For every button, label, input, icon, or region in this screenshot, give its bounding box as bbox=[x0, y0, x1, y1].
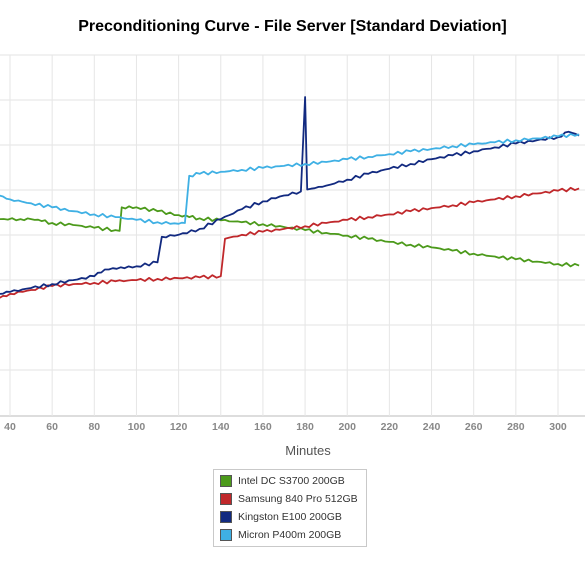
x-tick-label: 180 bbox=[296, 421, 314, 433]
x-tick-label: 40 bbox=[4, 421, 16, 433]
x-tick-label: 80 bbox=[88, 421, 100, 433]
legend-swatch bbox=[220, 511, 232, 523]
x-tick-label: 240 bbox=[423, 421, 441, 433]
series-lines bbox=[0, 96, 580, 299]
legend-swatch bbox=[220, 529, 232, 541]
x-axis-label: Minutes bbox=[285, 443, 331, 458]
legend-item: Intel DC S3700 200GB bbox=[214, 472, 366, 490]
legend-item: Kingston E100 200GB bbox=[214, 508, 366, 526]
x-tick-label: 60 bbox=[46, 421, 58, 433]
legend-label: Micron P400m 200GB bbox=[238, 529, 342, 541]
grid-lines bbox=[0, 54, 585, 417]
legend-label: Samsung 840 Pro 512GB bbox=[238, 493, 358, 505]
x-tick-label: 120 bbox=[170, 421, 188, 433]
series-line-0 bbox=[0, 205, 580, 268]
series-line-1 bbox=[0, 186, 580, 299]
legend-label: Intel DC S3700 200GB bbox=[238, 475, 345, 487]
series-line-3 bbox=[0, 132, 580, 225]
legend-label: Kingston E100 200GB bbox=[238, 511, 342, 523]
legend-swatch bbox=[220, 493, 232, 505]
legend: Intel DC S3700 200GB Samsung 840 Pro 512G… bbox=[213, 469, 367, 547]
x-tick-label: 140 bbox=[212, 421, 230, 433]
x-tick-label: 220 bbox=[381, 421, 399, 433]
x-tick-label: 160 bbox=[254, 421, 272, 433]
legend-item: Samsung 840 Pro 512GB bbox=[214, 490, 366, 508]
x-tick-labels: 40 60 80 100 120 140 160 180 200 220 240 260 280 300 bbox=[4, 421, 567, 433]
legend-swatch bbox=[220, 475, 232, 487]
legend-item: Micron P400m 200GB bbox=[214, 526, 366, 544]
x-tick-label: 280 bbox=[507, 421, 525, 433]
chart-title: Preconditioning Curve - File Server [Sta… bbox=[78, 18, 507, 35]
x-tick-label: 300 bbox=[549, 421, 567, 433]
x-tick-label: 200 bbox=[338, 421, 356, 433]
series-line-2 bbox=[0, 96, 580, 295]
x-tick-label: 100 bbox=[128, 421, 146, 433]
x-tick-label: 260 bbox=[465, 421, 483, 433]
